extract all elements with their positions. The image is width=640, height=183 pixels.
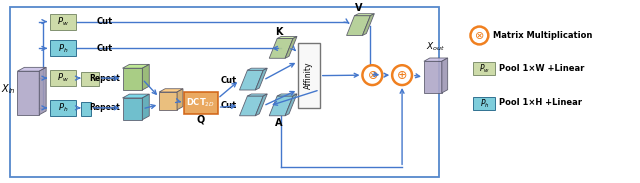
Polygon shape [122, 64, 149, 68]
Polygon shape [248, 68, 268, 70]
Polygon shape [269, 96, 293, 116]
Polygon shape [142, 64, 149, 90]
Polygon shape [362, 14, 374, 36]
Polygon shape [285, 94, 297, 116]
FancyBboxPatch shape [81, 102, 91, 116]
FancyBboxPatch shape [81, 72, 99, 86]
Text: Pool 1×W +Linear: Pool 1×W +Linear [499, 64, 584, 73]
Polygon shape [142, 94, 149, 120]
Polygon shape [177, 89, 183, 110]
Text: Repeat: Repeat [90, 103, 120, 112]
Text: A: A [275, 118, 283, 128]
Polygon shape [269, 38, 293, 58]
Text: $X_{out}$: $X_{out}$ [426, 41, 445, 53]
Text: $\oplus$: $\oplus$ [396, 69, 408, 82]
Text: $X_{in}$: $X_{in}$ [1, 82, 15, 96]
Polygon shape [17, 67, 46, 71]
Text: $P_w$: $P_w$ [57, 15, 69, 28]
Text: Cut: Cut [97, 17, 113, 26]
FancyBboxPatch shape [50, 70, 76, 86]
Circle shape [470, 27, 488, 44]
Text: $P_h$: $P_h$ [58, 42, 68, 55]
Polygon shape [442, 58, 447, 93]
Text: Cut: Cut [97, 44, 113, 53]
Polygon shape [285, 36, 297, 58]
Polygon shape [239, 70, 263, 90]
Circle shape [392, 65, 412, 85]
Text: K: K [275, 27, 283, 37]
Text: $\otimes$: $\otimes$ [474, 30, 484, 41]
Text: Pool 1×H +Linear: Pool 1×H +Linear [499, 98, 582, 107]
FancyBboxPatch shape [184, 92, 218, 114]
Polygon shape [122, 98, 142, 120]
Polygon shape [424, 58, 447, 61]
Polygon shape [346, 16, 371, 36]
FancyBboxPatch shape [298, 43, 320, 108]
FancyBboxPatch shape [50, 40, 76, 56]
Text: Cut: Cut [220, 76, 237, 85]
Polygon shape [255, 94, 268, 116]
Polygon shape [122, 68, 142, 90]
Text: V: V [355, 3, 362, 13]
Polygon shape [355, 14, 374, 16]
FancyBboxPatch shape [50, 100, 76, 116]
FancyBboxPatch shape [474, 97, 495, 110]
Polygon shape [277, 36, 297, 38]
Polygon shape [122, 94, 149, 98]
FancyBboxPatch shape [474, 62, 495, 75]
Text: Repeat: Repeat [90, 74, 120, 83]
Text: $P_w$: $P_w$ [479, 62, 490, 75]
Polygon shape [277, 94, 297, 96]
Circle shape [362, 65, 382, 85]
Polygon shape [159, 89, 183, 92]
Polygon shape [159, 92, 177, 110]
Text: DCT$_{2D}$: DCT$_{2D}$ [186, 97, 215, 109]
Polygon shape [255, 68, 268, 90]
Polygon shape [39, 67, 46, 115]
Text: $P_w$: $P_w$ [57, 72, 69, 84]
Polygon shape [239, 96, 263, 116]
Text: $\otimes$: $\otimes$ [367, 69, 378, 82]
Text: $P_h$: $P_h$ [479, 97, 489, 110]
Polygon shape [424, 61, 442, 93]
Text: Cut: Cut [220, 101, 237, 110]
Text: $P_h$: $P_h$ [58, 102, 68, 114]
Text: Q: Q [196, 115, 205, 125]
Polygon shape [248, 94, 268, 96]
Text: Matrix Multiplication: Matrix Multiplication [493, 31, 593, 40]
FancyBboxPatch shape [50, 14, 76, 29]
Polygon shape [17, 71, 39, 115]
Text: Affinity: Affinity [305, 62, 314, 89]
